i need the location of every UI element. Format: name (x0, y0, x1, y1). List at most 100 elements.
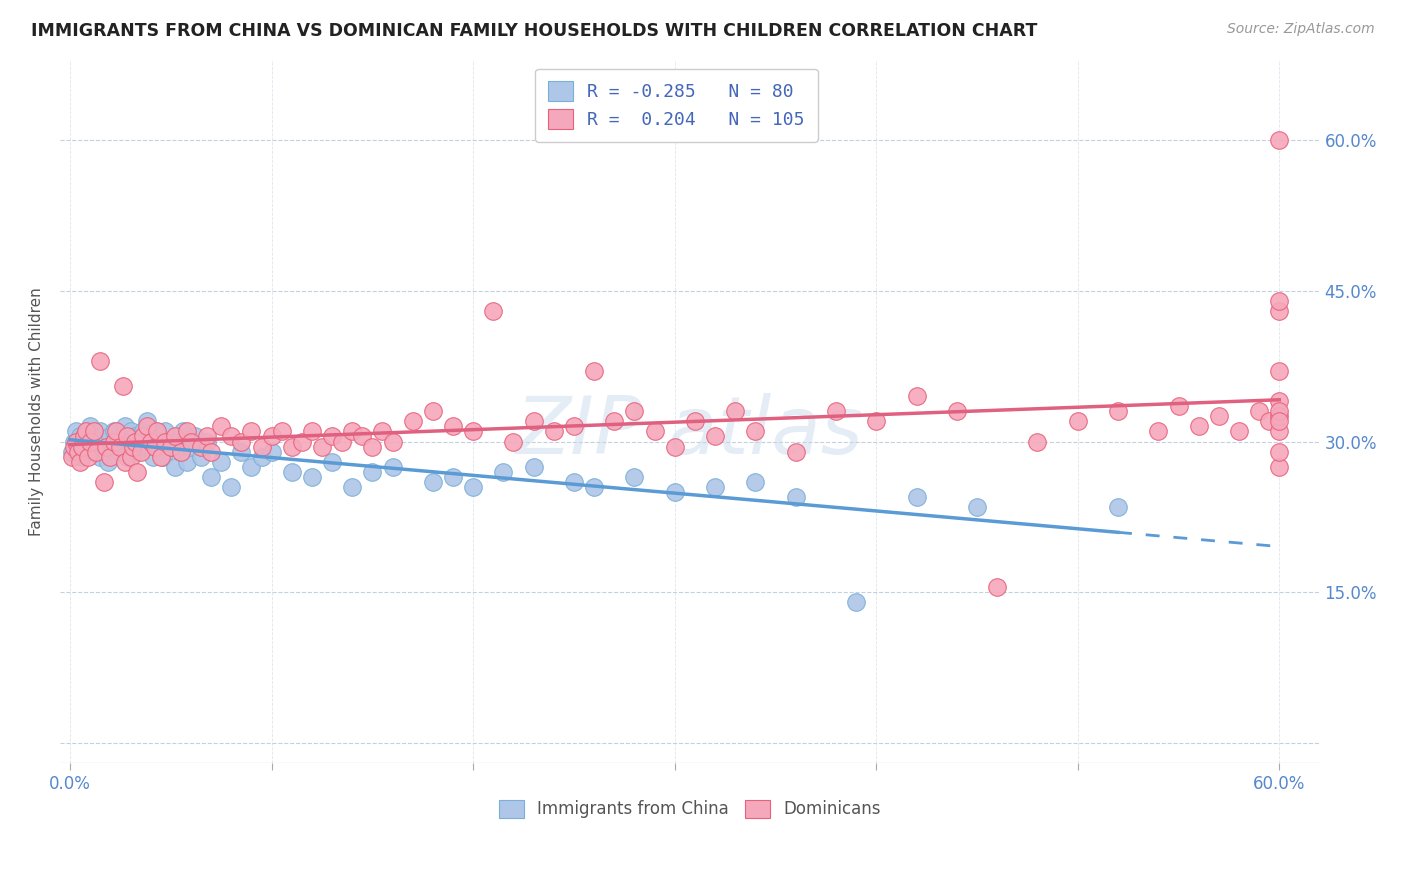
Point (200, 444, 222, 458)
Text: IMMIGRANTS FROM CHINA VS DOMINICAN FAMILY HOUSEHOLDS WITH CHILDREN CORRELATION C: IMMIGRANTS FROM CHINA VS DOMINICAN FAMIL… (31, 22, 1038, 40)
Point (163, 429, 186, 443)
Point (139, 434, 162, 449)
Point (103, 425, 125, 439)
Point (1268, 394, 1291, 409)
Point (79, 434, 101, 449)
Point (125, 444, 148, 458)
Point (97, 455, 120, 469)
Point (785, 490, 807, 504)
Point (240, 459, 263, 474)
Point (1268, 303, 1291, 318)
Point (744, 475, 766, 489)
Point (166, 434, 188, 449)
Point (724, 404, 747, 418)
Point (1026, 434, 1049, 449)
Point (170, 444, 193, 458)
Point (209, 419, 232, 434)
Point (69, 455, 91, 469)
Point (321, 429, 343, 443)
Point (664, 440, 686, 454)
Point (73, 440, 96, 454)
Point (60, 444, 83, 458)
Point (361, 465, 384, 479)
Point (131, 425, 153, 439)
Point (1268, 293, 1291, 308)
Point (145, 440, 167, 454)
Point (1268, 409, 1291, 424)
Point (84, 444, 107, 458)
Point (145, 425, 167, 439)
Point (463, 480, 485, 494)
Point (143, 440, 166, 454)
Point (105, 434, 128, 449)
Point (231, 434, 253, 449)
Point (361, 440, 384, 454)
Point (1249, 404, 1271, 418)
Text: Source: ZipAtlas.com: Source: ZipAtlas.com (1227, 22, 1375, 37)
Point (623, 404, 645, 418)
Point (1227, 425, 1250, 439)
Point (69, 429, 91, 443)
Point (67, 444, 90, 458)
Point (1208, 409, 1230, 424)
Point (402, 414, 425, 428)
Point (121, 440, 143, 454)
Point (149, 450, 172, 464)
Point (270, 425, 292, 439)
Point (111, 429, 134, 443)
Point (153, 434, 176, 449)
Point (160, 440, 183, 454)
Point (139, 429, 162, 443)
Point (65, 425, 87, 439)
Point (65, 434, 87, 449)
Point (125, 465, 148, 479)
Point (89, 450, 111, 464)
Point (73, 429, 96, 443)
Point (422, 404, 444, 418)
Point (492, 465, 515, 479)
Point (190, 440, 212, 454)
Point (195, 434, 218, 449)
Point (321, 455, 343, 469)
Point (60, 450, 83, 464)
Point (129, 444, 152, 458)
Point (115, 429, 138, 443)
Point (120, 425, 142, 439)
Point (77, 450, 100, 464)
Point (149, 434, 172, 449)
Point (221, 480, 243, 494)
Point (100, 429, 122, 443)
Point (1268, 404, 1291, 418)
Point (562, 419, 585, 434)
Point (744, 425, 766, 439)
Point (482, 303, 505, 318)
Y-axis label: Family Households with Children: Family Households with Children (30, 287, 44, 536)
Point (260, 444, 283, 458)
Point (250, 440, 273, 454)
Point (865, 414, 887, 428)
Point (111, 379, 134, 393)
Point (77, 425, 100, 439)
Point (1268, 425, 1291, 439)
Point (644, 425, 666, 439)
Point (1147, 425, 1170, 439)
Point (301, 425, 323, 439)
Point (195, 429, 218, 443)
Point (63, 440, 86, 454)
Point (1268, 459, 1291, 474)
Point (134, 440, 156, 454)
Point (124, 429, 146, 443)
Point (785, 444, 807, 458)
Point (79, 419, 101, 434)
Point (311, 440, 333, 454)
Point (75, 434, 97, 449)
Point (583, 364, 606, 378)
Point (1268, 364, 1291, 378)
Point (83, 429, 105, 443)
Point (184, 429, 207, 443)
Point (163, 459, 186, 474)
Point (260, 429, 283, 443)
Point (96, 444, 118, 458)
Point (89, 354, 111, 368)
Point (1268, 133, 1291, 147)
